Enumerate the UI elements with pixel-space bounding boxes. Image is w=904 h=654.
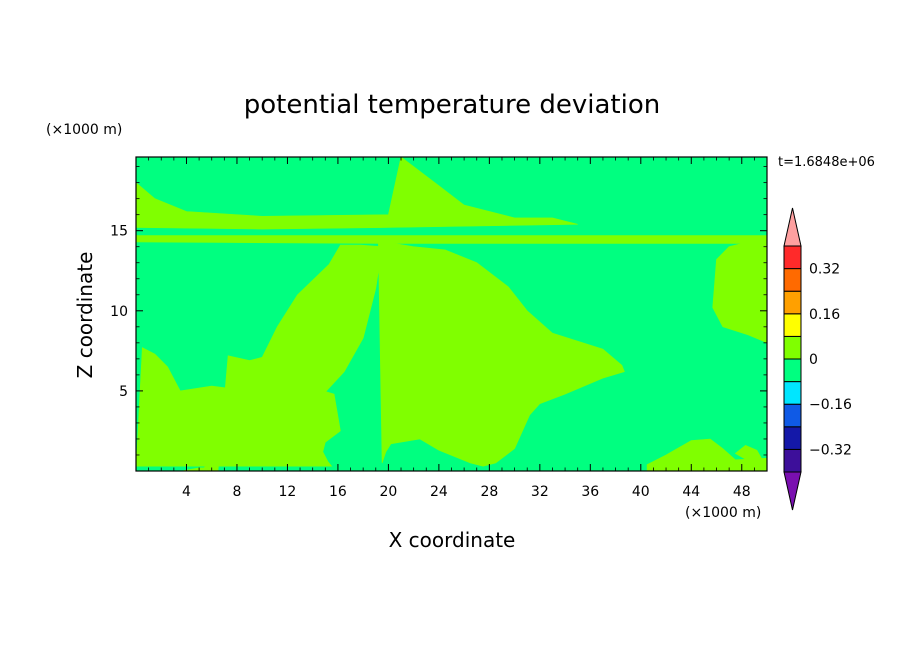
colorbar-level bbox=[783, 335, 802, 360]
colorbar-level bbox=[783, 245, 802, 270]
colorbar: 0.32 0.16 0 −0.16 −0.32 bbox=[783, 207, 852, 511]
colorbar-level bbox=[783, 358, 802, 383]
time-label: t=1.6848e+06 bbox=[778, 155, 875, 170]
x-tick-label: 48 bbox=[733, 484, 751, 500]
contour-region-right-top-lobe bbox=[712, 241, 767, 344]
colorbar-level bbox=[783, 403, 802, 428]
x-tick-label: 4 bbox=[182, 484, 191, 500]
plot-area bbox=[136, 157, 767, 471]
colorbar-lower-extension bbox=[783, 471, 802, 511]
x-tick-label: 16 bbox=[329, 484, 347, 500]
colorbar-level bbox=[783, 290, 802, 315]
x-tick-label: 32 bbox=[531, 484, 549, 500]
x-tick-label: 8 bbox=[232, 484, 241, 500]
x-tick-label: 40 bbox=[632, 484, 650, 500]
colorbar-level bbox=[783, 313, 802, 337]
colorbar-upper-extension bbox=[783, 207, 802, 247]
contour-region-mid-left-block bbox=[181, 244, 383, 471]
contour-region-far-right-bump bbox=[734, 445, 764, 464]
colorbar-label: 0.16 bbox=[809, 307, 840, 323]
colorbar-level bbox=[783, 268, 802, 292]
contour-region-right-bottom-lobe bbox=[646, 438, 767, 471]
y-tick-label: 15 bbox=[110, 224, 128, 240]
colorbar-label: −0.16 bbox=[809, 397, 852, 413]
x-tick-label: 28 bbox=[480, 484, 498, 500]
y-axis-title: Z coordinate bbox=[73, 252, 97, 379]
x-axis: 4 8 12 16 20 24 28 32 36 40 44 48 bbox=[148, 157, 755, 500]
chart-title: potential temperature deviation bbox=[244, 90, 660, 120]
contour-region-central-lobe bbox=[377, 238, 625, 467]
y-tick-label: 5 bbox=[119, 384, 128, 400]
x-tick-label: 24 bbox=[430, 484, 448, 500]
colorbar-label: −0.32 bbox=[809, 442, 852, 458]
x-unit-label: (×1000 m) bbox=[685, 505, 761, 521]
x-tick-label: 44 bbox=[682, 484, 700, 500]
contour-region-upper-band bbox=[136, 157, 578, 230]
x-axis-title: X coordinate bbox=[389, 528, 516, 552]
y-unit-label: (×1000 m) bbox=[46, 122, 122, 138]
colorbar-level bbox=[783, 448, 802, 473]
x-tick-label: 20 bbox=[379, 484, 397, 500]
x-tick-label: 36 bbox=[581, 484, 599, 500]
y-tick-label: 10 bbox=[110, 304, 128, 320]
contour-region-lower-band bbox=[136, 235, 767, 244]
y-axis: 5 10 15 bbox=[110, 166, 767, 456]
colorbar-level bbox=[783, 381, 802, 405]
colorbar-level bbox=[783, 426, 802, 450]
colorbar-label: 0.32 bbox=[809, 262, 840, 278]
x-tick-label: 12 bbox=[279, 484, 297, 500]
colorbar-label: 0 bbox=[809, 352, 818, 368]
